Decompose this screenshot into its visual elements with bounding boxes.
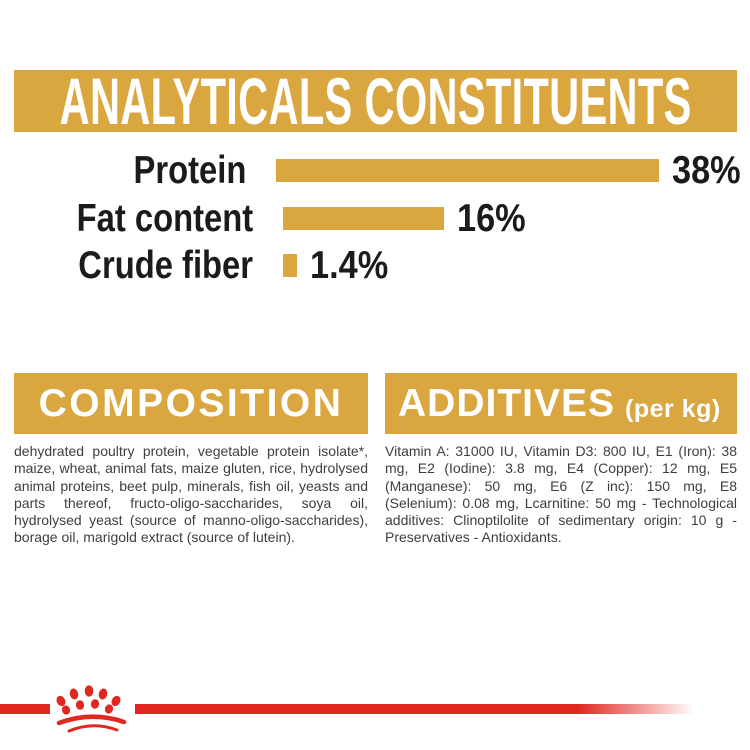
- chart-bar: [275, 159, 659, 182]
- chart-bar: [283, 207, 444, 230]
- composition-section-header: COMPOSITION: [14, 373, 368, 434]
- chart-row-label: Crude fiber: [78, 244, 253, 287]
- additives-body-text: Vitamin A: 31000 IU, Vitamin D3: 800 IU,…: [385, 443, 737, 546]
- footer-stripe-right: [135, 704, 750, 714]
- chart-value-label: 16%: [457, 197, 526, 240]
- chart-row: Protein 38%: [0, 151, 750, 190]
- additives-unit-label: (per kg): [625, 395, 721, 423]
- chart-row-label: Protein: [133, 149, 246, 192]
- chart-row: Crude fiber 1.4%: [0, 246, 750, 285]
- additives-section-header: ADDITIVES (per kg): [385, 373, 737, 434]
- analyticals-banner-title: ANALYTICALS CONSTITUENTS: [59, 64, 692, 138]
- additives-title: ADDITIVES: [398, 382, 616, 425]
- chart-row: Fat content 16%: [0, 199, 750, 238]
- analyticals-banner: ANALYTICALS CONSTITUENTS: [14, 64, 737, 138]
- chart-row-label: Fat content: [76, 197, 253, 240]
- footer-stripe-left: [0, 704, 50, 714]
- chart-bar: [283, 254, 297, 277]
- composition-title: COMPOSITION: [38, 382, 344, 425]
- royal-canin-paw-crown-logo-icon: [56, 685, 127, 733]
- chart-value-label: 1.4%: [310, 244, 389, 287]
- composition-body-text: dehydrated poultry protein, vegetable pr…: [14, 443, 368, 546]
- chart-value-label: 38%: [671, 149, 741, 192]
